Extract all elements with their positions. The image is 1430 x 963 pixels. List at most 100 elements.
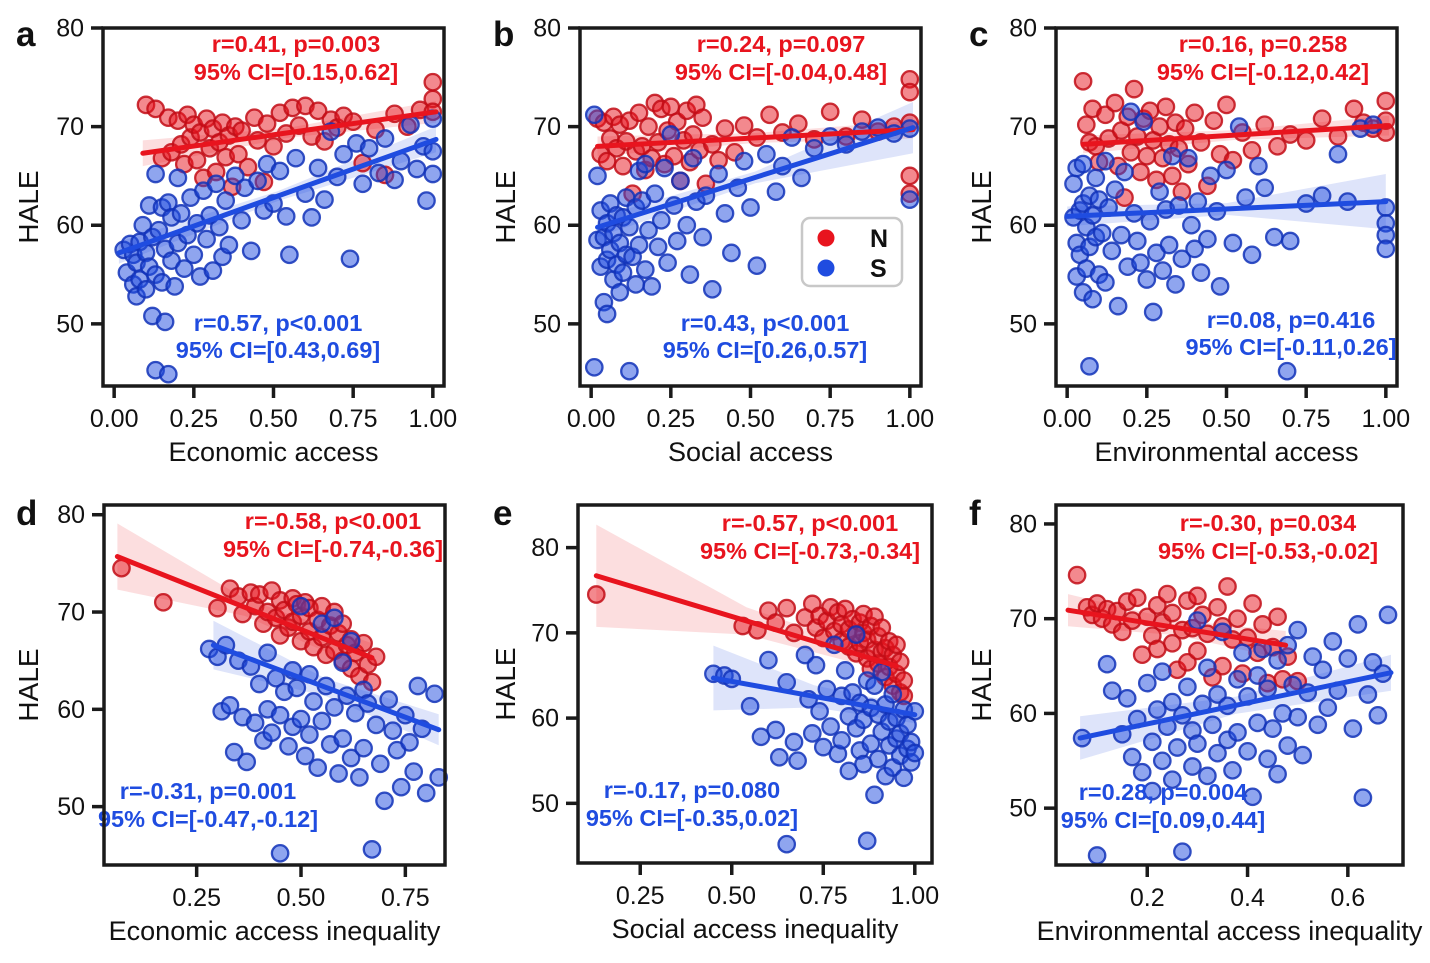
- scatter-point: [1150, 117, 1169, 136]
- scatter-point: [757, 144, 776, 164]
- scatter-point: [1228, 669, 1247, 689]
- regression-line-n: [595, 127, 916, 149]
- scatter-point: [300, 725, 319, 744]
- panel-letter: d: [16, 494, 37, 533]
- stats-annotation-n: r=-0.57, p<0.001: [722, 510, 898, 536]
- scatter-point: [1313, 660, 1333, 680]
- scatter-point: [894, 768, 914, 788]
- y-tick-label: 50: [56, 310, 84, 338]
- scatter-point: [1268, 651, 1287, 670]
- scatter-point: [375, 129, 395, 148]
- scatter-point: [257, 114, 277, 134]
- scatter-point: [1198, 229, 1217, 249]
- regression-line-n: [1065, 607, 1289, 648]
- scatter-point: [1188, 641, 1207, 661]
- scatter-point: [702, 279, 722, 299]
- x-axis: 0.00 0.25 0.50 0.75 1.00: [567, 386, 934, 433]
- scatter-point: [1105, 93, 1125, 113]
- scatter-point: [865, 785, 884, 805]
- scatter-point: [1086, 168, 1106, 188]
- scatter-point: [1263, 719, 1282, 738]
- stats-annotation-n: r=0.41, p=0.003: [212, 31, 381, 57]
- x-tick-label: 0.50: [277, 884, 326, 912]
- scatter-point: [1105, 180, 1125, 200]
- scatter-point: [788, 751, 807, 771]
- x-axis-label: Social access inequality: [612, 914, 899, 944]
- scatter-point: [760, 105, 779, 125]
- scatter-point: [1323, 632, 1343, 651]
- scatter-point: [734, 116, 754, 135]
- scatter-point: [379, 690, 399, 709]
- stats-annotation-n: 95% CI=[-0.12,0.42]: [1157, 59, 1369, 85]
- panel-letter: e: [493, 494, 512, 533]
- scatter-point: [158, 364, 178, 384]
- x-axis-label: Economic access: [168, 437, 378, 467]
- scatter-point: [1182, 215, 1201, 235]
- x-axis: 0.2 0.4 0.6: [1130, 865, 1365, 912]
- x-axis-label: Environmental access inequality: [1037, 916, 1423, 946]
- stats-annotation-s: 95% CI=[0.43,0.69]: [176, 337, 380, 363]
- scatter-point: [1142, 781, 1162, 801]
- scatter-point: [1178, 652, 1197, 672]
- y-tick-label: 60: [57, 696, 85, 724]
- y-tick-label: 70: [1009, 113, 1037, 141]
- scatter-point: [308, 101, 328, 121]
- regression-line-n: [593, 573, 899, 669]
- scatter-point: [270, 843, 290, 863]
- scatter-point: [1242, 140, 1262, 160]
- scatter-point: [1185, 103, 1204, 123]
- scatter-point: [136, 279, 156, 299]
- scatter-point: [1127, 588, 1147, 608]
- scatter-point: [1258, 679, 1277, 699]
- scatter-point: [1273, 704, 1293, 723]
- scatter-point: [769, 747, 789, 767]
- panel-letter: b: [493, 15, 514, 54]
- x-tick-label: 0.00: [1043, 405, 1092, 433]
- scatter-point: [1159, 235, 1179, 255]
- panel-d: r=-0.58, p<0.001 95% CI=[-0.74,-0.36] r=-0…: [0, 481, 477, 963]
- scatter-point: [291, 596, 311, 616]
- scatter-point: [1073, 154, 1093, 174]
- x-tick-label: 1.00: [409, 405, 458, 433]
- scatter-point: [1152, 662, 1172, 682]
- scatter-point: [1198, 658, 1217, 678]
- scatter-point: [1348, 615, 1368, 634]
- scatter-point: [287, 678, 307, 698]
- scatter-point: [1183, 757, 1202, 776]
- scatter-point: [1288, 707, 1308, 727]
- scatter-point: [626, 275, 646, 294]
- scatter-point: [1137, 673, 1157, 693]
- scatter-point: [329, 764, 348, 783]
- regression-line-n: [114, 554, 375, 661]
- x-tick-label: 0.25: [1122, 405, 1171, 433]
- scatter-point: [683, 148, 703, 168]
- scatter-point: [1280, 231, 1300, 251]
- scatter-point: [220, 696, 240, 715]
- scatter-point: [1277, 361, 1297, 381]
- scatter-point: [1152, 751, 1172, 771]
- stats-annotation-s: r=0.43, p<0.001: [681, 310, 850, 336]
- scatter-point: [635, 260, 655, 279]
- scatter-point: [1353, 788, 1373, 808]
- scatter-point: [286, 148, 306, 168]
- y-tick-label: 80: [57, 501, 85, 529]
- plot-border: [102, 503, 447, 867]
- stats-annotation-s: r=-0.17, p=0.080: [604, 777, 780, 803]
- y-axis-label: HALE: [490, 647, 521, 720]
- scatter-point: [345, 703, 365, 723]
- stats-annotation-s: 95% CI=[-0.11,0.26]: [1186, 334, 1397, 360]
- scatter-point: [416, 783, 436, 803]
- scatter-point: [1178, 677, 1197, 697]
- regression-line-s: [116, 136, 439, 256]
- y-tick-label: 50: [533, 310, 561, 338]
- scatter-point: [1083, 289, 1102, 309]
- scatter-point: [1243, 787, 1262, 807]
- regression-line-s: [210, 642, 442, 733]
- scatter-point: [642, 277, 662, 296]
- stats-annotation-n: r=-0.30, p=0.034: [1180, 510, 1356, 536]
- scatter-point: [258, 643, 277, 663]
- scatter-point: [423, 141, 443, 161]
- x-tick-label: 0.50: [707, 882, 756, 910]
- scatter-point: [766, 182, 786, 202]
